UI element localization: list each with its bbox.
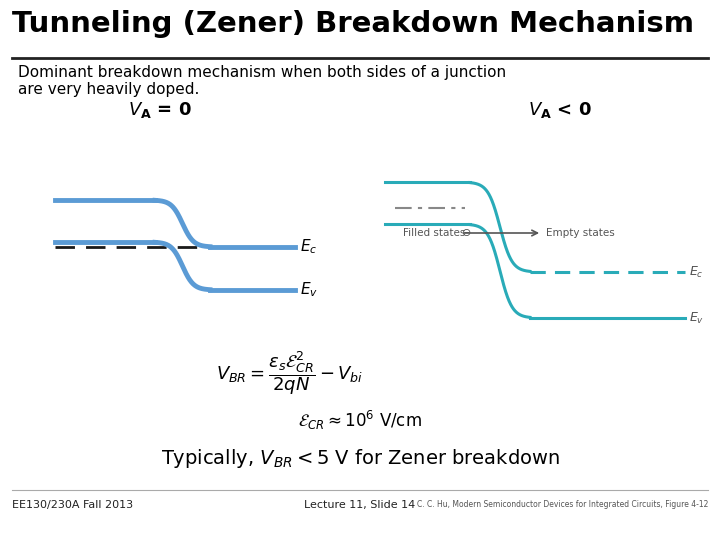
Text: Tunneling (Zener) Breakdown Mechanism: Tunneling (Zener) Breakdown Mechanism — [12, 10, 694, 38]
Text: $E_c$: $E_c$ — [300, 238, 318, 256]
Text: Lecture 11, Slide 14: Lecture 11, Slide 14 — [305, 500, 415, 510]
Text: $E_v$: $E_v$ — [689, 310, 704, 326]
Text: Dominant breakdown mechanism when both sides of a junction: Dominant breakdown mechanism when both s… — [18, 65, 506, 80]
Text: $\mathcal{E}_{CR} \approx 10^6$ V/cm: $\mathcal{E}_{CR} \approx 10^6$ V/cm — [298, 408, 422, 431]
Text: $\mathbf{\mathit{V}_{A}}$ = 0: $\mathbf{\mathit{V}_{A}}$ = 0 — [128, 100, 192, 120]
Text: $E_v$: $E_v$ — [300, 281, 318, 299]
Text: EE130/230A Fall 2013: EE130/230A Fall 2013 — [12, 500, 133, 510]
Text: Empty states: Empty states — [546, 228, 615, 238]
Text: $\mathbf{\mathit{V}_{A}}$ < 0: $\mathbf{\mathit{V}_{A}}$ < 0 — [528, 100, 592, 120]
Text: $\ominus$: $\ominus$ — [461, 227, 471, 239]
Text: are very heavily doped.: are very heavily doped. — [18, 82, 199, 97]
Text: Typically, $V_{BR} < 5$ V for Zener breakdown: Typically, $V_{BR} < 5$ V for Zener brea… — [161, 447, 559, 469]
Text: Filled states: Filled states — [403, 228, 465, 238]
Text: $E_c$: $E_c$ — [689, 265, 703, 280]
Text: C. C. Hu, Modern Semiconductor Devices for Integrated Circuits, Figure 4-12: C. C. Hu, Modern Semiconductor Devices f… — [417, 500, 708, 509]
Text: $V_{BR} = \dfrac{\varepsilon_s \mathcal{E}_{CR}^2}{2qN} - V_{bi}$: $V_{BR} = \dfrac{\varepsilon_s \mathcal{… — [216, 349, 364, 397]
